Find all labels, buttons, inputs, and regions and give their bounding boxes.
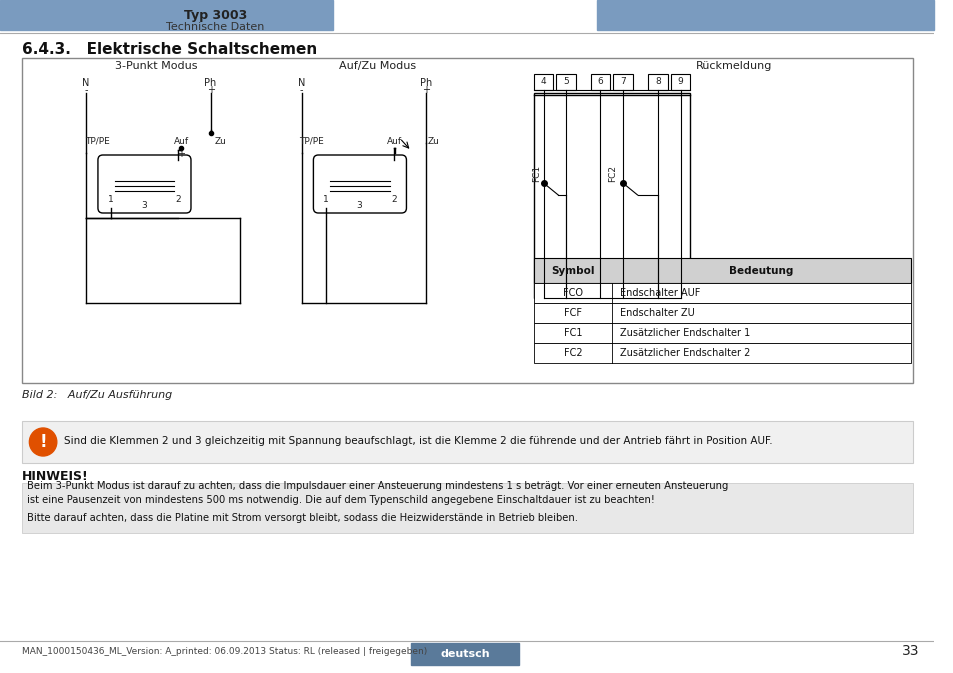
Text: Rückmeldung: Rückmeldung [696,61,772,71]
Text: Zu: Zu [214,137,226,145]
Bar [411,643,518,665]
Text: TP/PE: TP/PE [298,137,323,145]
Text: FC2: FC2 [607,164,616,182]
Text: Bitte darauf achten, dass die Platine mit Strom versorgt bleibt, sodass die Heiz: Bitte darauf achten, dass die Platine mi… [28,513,578,523]
Text: 33: 33 [902,644,919,658]
Text: 3: 3 [141,201,147,209]
Text: 8: 8 [655,77,660,87]
Text: 5: 5 [562,77,568,87]
Text: Typ 3003: Typ 3003 [184,9,247,22]
Text: FCF: FCF [563,308,581,318]
Text: N: N [297,78,305,88]
Text: 4: 4 [540,77,546,87]
Bar [534,93,690,298]
Bar [556,74,576,90]
Text: FC2: FC2 [563,348,581,358]
Bar [590,74,610,90]
Bar [597,0,933,30]
Bar [613,74,632,90]
Bar [534,258,910,283]
Text: Bedeutung: Bedeutung [728,266,792,276]
Text: FLUID CONTROL SYSTEMS: FLUID CONTROL SYSTEMS [719,26,808,32]
Text: 9: 9 [677,77,683,87]
Text: HINWEIS!: HINWEIS! [22,470,89,483]
Text: 3-Punkt Modus: 3-Punkt Modus [115,61,197,71]
Text: Zusätzlicher Endschalter 1: Zusätzlicher Endschalter 1 [619,328,749,338]
Bar [670,74,690,90]
Text: 2: 2 [175,195,181,205]
Text: deutsch: deutsch [440,649,490,659]
Text: Bild 2:   Auf/Zu Ausführung: Bild 2: Auf/Zu Ausführung [22,390,172,400]
Text: FCO: FCO [562,288,582,298]
Bar [648,74,667,90]
Text: 1: 1 [323,195,329,205]
Text: 2: 2 [391,195,396,205]
Text: 1: 1 [108,195,113,205]
Text: +: + [421,85,430,95]
Text: Auf: Auf [173,137,189,145]
Bar [534,74,553,90]
Text: -: - [299,85,303,95]
Text: Auf/Zu Modus: Auf/Zu Modus [338,61,416,71]
Text: Endschalter AUF: Endschalter AUF [619,288,700,298]
Text: Technische Daten: Technische Daten [166,22,264,32]
Bar [534,323,910,343]
Text: Symbol: Symbol [551,266,594,276]
Text: Auf: Auf [387,137,402,145]
Text: 6.4.3.   Elektrische Schaltschemen: 6.4.3. Elektrische Schaltschemen [22,42,316,57]
Text: Endschalter ZU: Endschalter ZU [619,308,694,318]
Text: Ph: Ph [419,78,432,88]
Bar [22,483,912,533]
Text: 6: 6 [597,77,602,87]
Text: !: ! [39,433,47,451]
Text: bürkert: bürkert [722,9,804,28]
Text: FC1: FC1 [563,328,581,338]
Text: Beim 3-Punkt Modus ist darauf zu achten, dass die Impulsdauer einer Ansteuerung : Beim 3-Punkt Modus ist darauf zu achten,… [28,481,728,505]
Bar [0,0,333,30]
Text: Zu: Zu [428,137,439,145]
Text: Sind die Klemmen 2 und 3 gleichzeitig mit Spannung beaufschlagt, ist die Klemme : Sind die Klemmen 2 und 3 gleichzeitig mi… [64,436,772,446]
Text: FC1: FC1 [532,164,540,182]
Text: +: + [207,85,214,95]
Bar [534,283,910,303]
Text: 7: 7 [619,77,625,87]
Circle shape [30,428,57,456]
Bar [534,303,910,323]
Bar [22,58,912,383]
Text: N: N [82,78,90,88]
Bar [534,343,910,363]
Bar [22,421,912,463]
Text: Zusätzlicher Endschalter 2: Zusätzlicher Endschalter 2 [619,348,750,358]
Text: 3: 3 [356,201,362,209]
FancyBboxPatch shape [98,155,191,213]
Text: MAN_1000150436_ML_Version: A_printed: 06.09.2013 Status: RL (released | freigege: MAN_1000150436_ML_Version: A_printed: 06… [22,647,426,656]
Text: TP/PE: TP/PE [86,137,111,145]
Text: +: + [177,149,185,159]
FancyBboxPatch shape [314,155,406,213]
Text: Ph: Ph [204,78,216,88]
Text: -: - [85,85,88,95]
